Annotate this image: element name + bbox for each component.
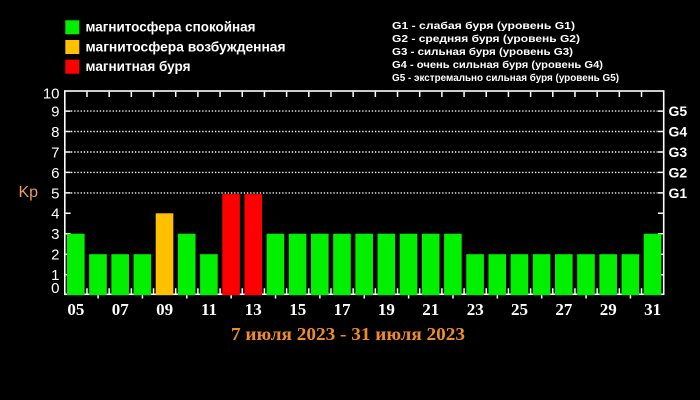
svg-text:магнитосфера возбужденная: магнитосфера возбужденная	[86, 38, 286, 54]
svg-text:6: 6	[51, 165, 59, 182]
svg-text:магнитная буря: магнитная буря	[86, 58, 191, 74]
svg-text:09: 09	[156, 300, 173, 319]
svg-text:4: 4	[51, 206, 59, 223]
svg-text:магнитосфера спокойная: магнитосфера спокойная	[86, 19, 256, 35]
svg-text:2: 2	[51, 247, 59, 264]
svg-text:1: 1	[51, 267, 59, 284]
svg-text:19: 19	[378, 300, 395, 319]
svg-text:0: 0	[51, 280, 59, 297]
svg-text:15: 15	[289, 300, 306, 319]
svg-text:31: 31	[644, 300, 661, 319]
svg-text:7: 7	[51, 144, 59, 161]
svg-text:G3 - сильная буря (уровень G3): G3 - сильная буря (уровень G3)	[392, 46, 573, 58]
svg-text:G1: G1	[669, 185, 688, 201]
svg-text:29: 29	[600, 300, 617, 319]
svg-text:G1 - слабая буря (уровень G1): G1 - слабая буря (уровень G1)	[392, 20, 575, 32]
svg-text:G3: G3	[669, 144, 688, 160]
svg-text:5: 5	[51, 185, 59, 202]
svg-text:23: 23	[467, 300, 484, 319]
svg-text:07: 07	[112, 300, 130, 319]
svg-text:G4 - очень сильная буря (урове: G4 - очень сильная буря (уровень G4)	[392, 59, 603, 71]
svg-text:G4: G4	[669, 124, 688, 140]
svg-text:G5 - экстремально сильная буря: G5 - экстремально сильная буря (уровень …	[392, 72, 619, 84]
svg-text:G2: G2	[669, 164, 688, 180]
svg-text:10: 10	[43, 85, 60, 102]
svg-text:Kp: Kp	[19, 184, 39, 201]
svg-text:17: 17	[334, 300, 352, 319]
svg-text:25: 25	[511, 300, 528, 319]
svg-text:7 июля 2023 - 31 июля 2023: 7 июля 2023 - 31 июля 2023	[231, 324, 465, 344]
svg-text:8: 8	[51, 124, 59, 141]
svg-text:21: 21	[422, 300, 439, 319]
svg-text:27: 27	[555, 300, 573, 319]
svg-text:G5: G5	[669, 103, 688, 119]
svg-text:11: 11	[201, 300, 217, 319]
svg-text:13: 13	[245, 300, 262, 319]
svg-text:05: 05	[67, 300, 84, 319]
svg-text:9: 9	[51, 104, 59, 121]
svg-text:3: 3	[51, 226, 59, 243]
svg-text:G2 - средняя буря (уровень G2): G2 - средняя буря (уровень G2)	[392, 33, 580, 45]
